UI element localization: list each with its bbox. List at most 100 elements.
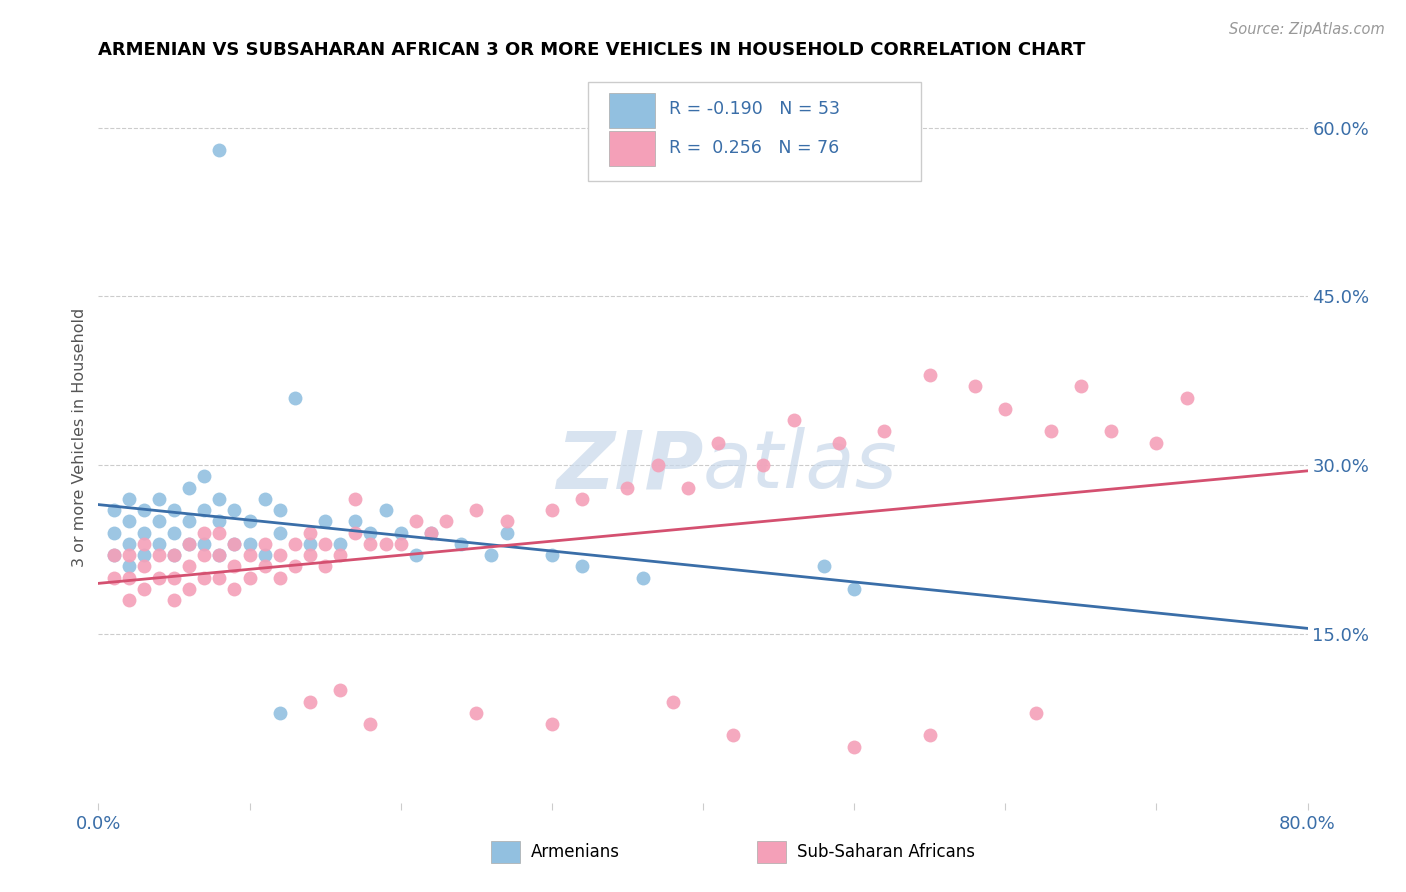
Point	[299, 525, 322, 540]
Point	[269, 503, 291, 517]
Point	[661, 694, 683, 708]
Point	[647, 458, 669, 473]
Point	[103, 503, 125, 517]
Point	[844, 739, 866, 754]
Point	[1070, 379, 1092, 393]
Point	[253, 491, 276, 506]
Point	[253, 537, 276, 551]
Point	[269, 706, 291, 720]
Point	[1039, 425, 1062, 439]
Point	[1144, 435, 1167, 450]
Point	[314, 537, 336, 551]
Point	[873, 425, 896, 439]
Point	[208, 548, 231, 562]
Point	[208, 548, 231, 562]
Point	[329, 683, 352, 698]
Text: ARMENIAN VS SUBSAHARAN AFRICAN 3 OR MORE VEHICLES IN HOUSEHOLD CORRELATION CHART: ARMENIAN VS SUBSAHARAN AFRICAN 3 OR MORE…	[98, 41, 1085, 59]
Point	[208, 571, 231, 585]
Point	[239, 537, 262, 551]
Point	[103, 548, 125, 562]
Point	[163, 548, 186, 562]
Point	[269, 548, 291, 562]
Point	[540, 717, 562, 731]
Text: Armenians: Armenians	[531, 843, 620, 861]
Point	[132, 537, 155, 551]
Point	[707, 435, 730, 450]
Point	[269, 525, 291, 540]
Point	[284, 391, 307, 405]
Text: Sub-Saharan Africans: Sub-Saharan Africans	[797, 843, 976, 861]
Point	[465, 503, 488, 517]
Point	[193, 525, 215, 540]
Point	[389, 525, 412, 540]
Point	[179, 537, 201, 551]
Point	[118, 515, 141, 529]
Point	[193, 469, 215, 483]
Point	[344, 525, 367, 540]
Text: R =  0.256   N = 76: R = 0.256 N = 76	[669, 139, 839, 157]
Point	[299, 537, 322, 551]
Point	[118, 559, 141, 574]
Point	[224, 503, 246, 517]
Point	[420, 525, 443, 540]
Point	[253, 548, 276, 562]
Point	[329, 537, 352, 551]
Point	[299, 548, 322, 562]
Point	[813, 559, 835, 574]
Point	[405, 548, 427, 562]
Point	[374, 537, 396, 551]
Point	[239, 548, 262, 562]
Point	[329, 548, 352, 562]
Point	[783, 413, 806, 427]
Point	[224, 559, 246, 574]
Point	[420, 525, 443, 540]
Point	[631, 571, 654, 585]
Point	[148, 491, 170, 506]
Point	[918, 368, 941, 383]
FancyBboxPatch shape	[758, 841, 786, 863]
Point	[193, 503, 215, 517]
Point	[118, 571, 141, 585]
FancyBboxPatch shape	[588, 82, 921, 181]
Text: atlas: atlas	[703, 427, 898, 506]
Point	[918, 728, 941, 742]
Point	[828, 435, 851, 450]
Point	[179, 582, 201, 596]
Point	[269, 571, 291, 585]
Point	[118, 593, 141, 607]
Point	[179, 559, 201, 574]
FancyBboxPatch shape	[609, 93, 655, 128]
Point	[193, 548, 215, 562]
Point	[163, 593, 186, 607]
Point	[163, 503, 186, 517]
Text: Source: ZipAtlas.com: Source: ZipAtlas.com	[1229, 22, 1385, 37]
Point	[163, 548, 186, 562]
Point	[224, 582, 246, 596]
Point	[571, 491, 593, 506]
Point	[148, 515, 170, 529]
Text: ZIP: ZIP	[555, 427, 703, 506]
Point	[752, 458, 775, 473]
Point	[1099, 425, 1122, 439]
Point	[193, 537, 215, 551]
Point	[374, 503, 396, 517]
Point	[571, 559, 593, 574]
Point	[844, 582, 866, 596]
Point	[103, 548, 125, 562]
Point	[163, 525, 186, 540]
Point	[360, 537, 382, 551]
Point	[540, 548, 562, 562]
Y-axis label: 3 or more Vehicles in Household: 3 or more Vehicles in Household	[72, 308, 87, 566]
Point	[118, 548, 141, 562]
Point	[434, 515, 457, 529]
Point	[481, 548, 503, 562]
Point	[389, 537, 412, 551]
Point	[1175, 391, 1198, 405]
Point	[132, 525, 155, 540]
Point	[495, 525, 517, 540]
Point	[965, 379, 987, 393]
Point	[118, 491, 141, 506]
Point	[314, 559, 336, 574]
Point	[132, 582, 155, 596]
Point	[450, 537, 472, 551]
